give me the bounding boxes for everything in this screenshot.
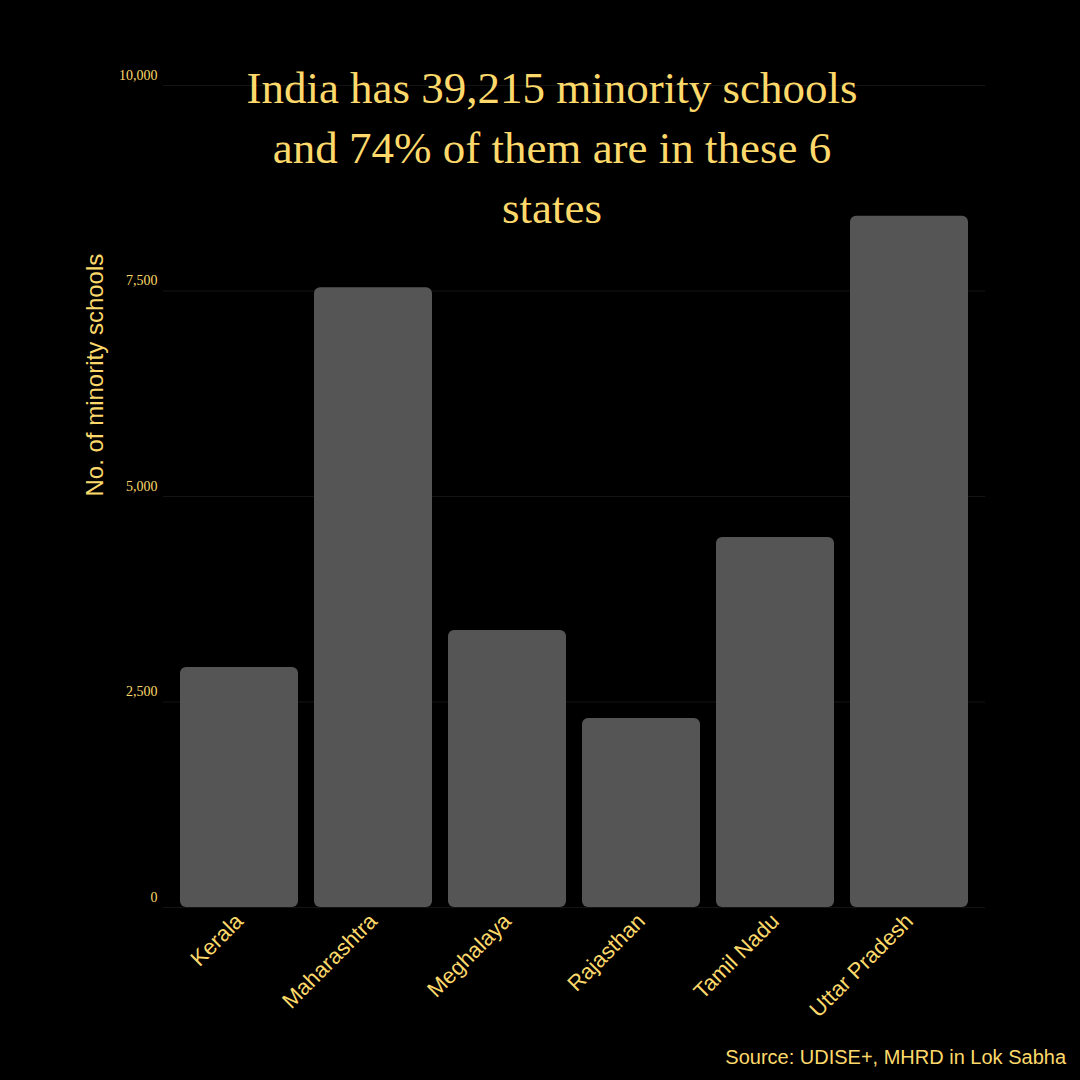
svg-text:Rajasthan: Rajasthan: [562, 908, 650, 996]
svg-text:Kerala: Kerala: [185, 908, 248, 971]
svg-text:Maharashtra: Maharashtra: [277, 908, 383, 1014]
svg-text:5,000: 5,000: [126, 479, 158, 494]
svg-text:0: 0: [151, 890, 158, 905]
html-text:India has 39,215 minority scho: India has 39,215 minority schools and 74…: [246, 63, 858, 233]
svg-text:7,500: 7,500: [126, 273, 158, 288]
svg-text:10,000: 10,000: [119, 68, 158, 83]
svg-text:No. of minority schools: No. of minority schools: [81, 254, 108, 497]
svg-text:2,500: 2,500: [126, 684, 158, 699]
html-text:Source: UDISE+, MHRD in Lok Sa: Source: UDISE+, MHRD in Lok Sabha: [725, 1046, 1066, 1068]
svg-text:Meghalaya: Meghalaya: [422, 908, 516, 1002]
svg-text:Uttar Pradesh: Uttar Pradesh: [804, 908, 918, 1022]
svg-text:Tamil Nadu: Tamil Nadu: [689, 908, 784, 1003]
